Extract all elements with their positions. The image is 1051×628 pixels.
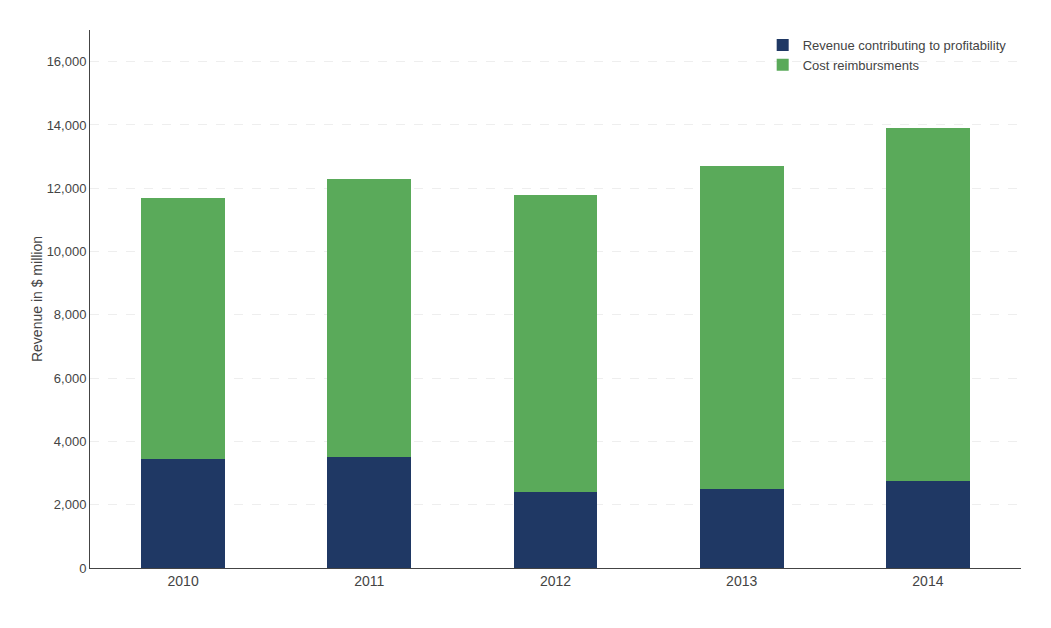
svg-text:2011: 2011	[354, 573, 384, 589]
svg-text:2014: 2014	[912, 573, 943, 589]
svg-text:Cost reimbursments: Cost reimbursments	[803, 58, 920, 73]
svg-text:6,000: 6,000	[54, 371, 87, 386]
svg-text:14,000: 14,000	[47, 117, 87, 132]
svg-text:2010: 2010	[168, 573, 199, 589]
svg-text:0: 0	[79, 561, 86, 576]
svg-text:Revenue in $ million: Revenue in $ million	[29, 236, 45, 362]
svg-text:16,000: 16,000	[47, 54, 87, 69]
svg-text:8,000: 8,000	[54, 307, 87, 322]
svg-text:2013: 2013	[726, 573, 757, 589]
svg-text:10,000: 10,000	[47, 244, 87, 259]
svg-text:2,000: 2,000	[54, 497, 87, 512]
svg-text:Revenue contributing to profit: Revenue contributing to profitability	[803, 38, 1007, 53]
svg-text:4,000: 4,000	[54, 434, 87, 449]
svg-text:2012: 2012	[540, 573, 571, 589]
svg-text:12,000: 12,000	[47, 181, 87, 196]
